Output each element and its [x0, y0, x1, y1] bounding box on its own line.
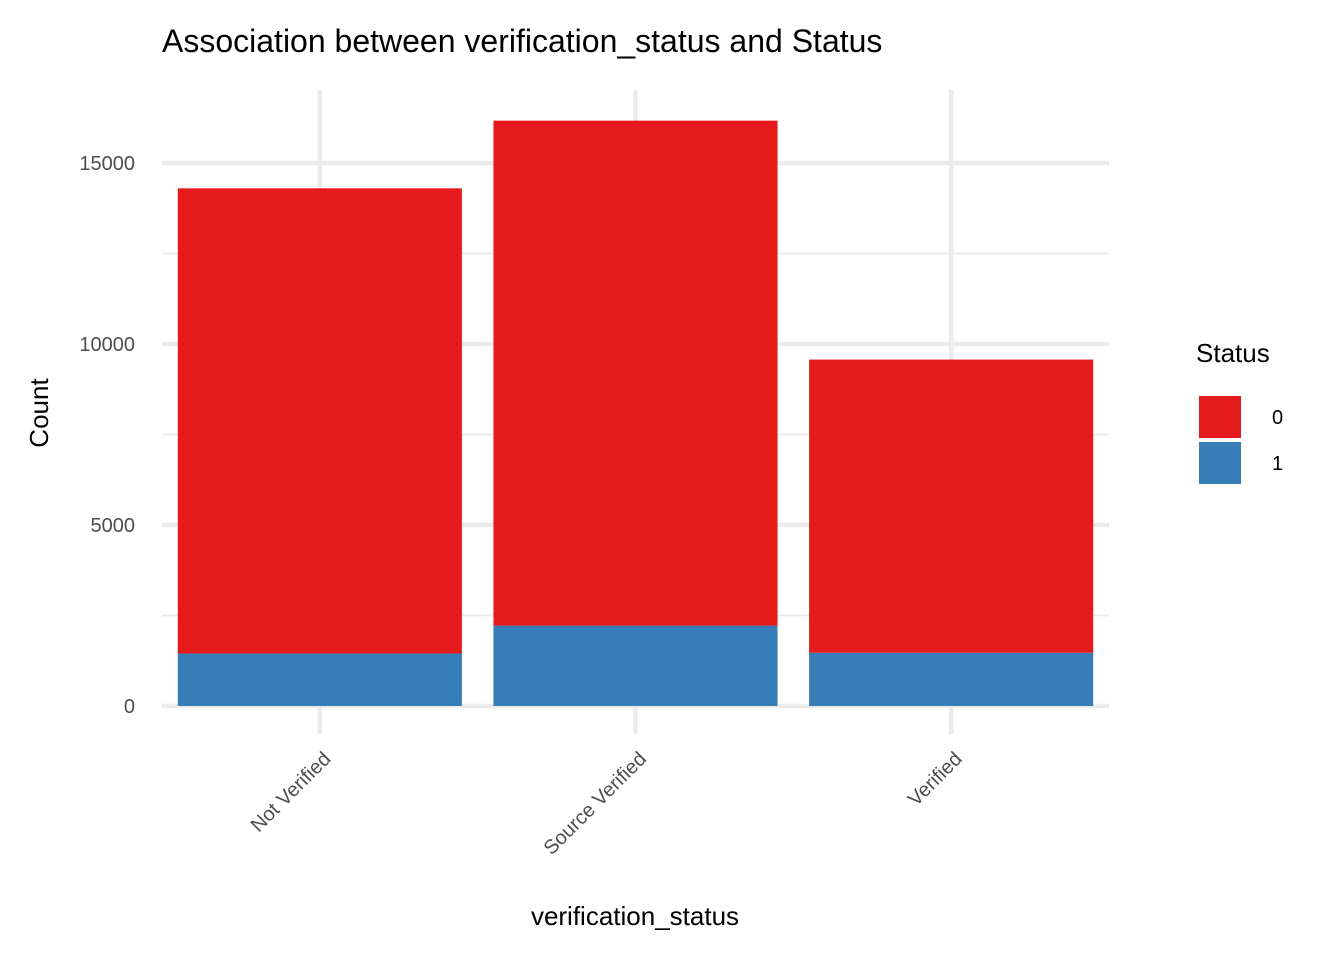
bar-source-verified-status-0 — [493, 120, 778, 626]
legend-title: Status — [1196, 338, 1270, 368]
legend-key-1 — [1199, 442, 1241, 484]
x-tick-label: Verified — [904, 748, 967, 811]
legend-key-0 — [1199, 396, 1241, 438]
x-axis-ticks: Not Verified Source Verified Verified — [247, 748, 967, 859]
bar-not-verified-status-1 — [177, 653, 462, 706]
y-tick-label: 0 — [124, 696, 135, 718]
bar-verified-status-1 — [809, 652, 1094, 706]
y-tick-label: 5000 — [91, 515, 136, 537]
legend: Status 0 1 — [1196, 338, 1283, 484]
bar-source-verified-status-1 — [493, 625, 778, 706]
legend-label: 1 — [1272, 453, 1283, 475]
x-axis-title: verification_status — [531, 901, 739, 931]
x-tick-label: Not Verified — [247, 748, 336, 837]
y-axis-title: Count — [24, 378, 54, 448]
y-tick-label: 15000 — [79, 153, 135, 175]
legend-label: 0 — [1272, 407, 1283, 429]
x-tick-label: Source Verified — [540, 748, 651, 859]
bars — [177, 120, 1094, 706]
y-axis-ticks: 0 5000 10000 15000 — [79, 153, 135, 718]
bar-verified-status-0 — [809, 359, 1094, 653]
y-tick-label: 10000 — [79, 334, 135, 356]
bar-not-verified-status-0 — [177, 188, 462, 654]
chart-title: Association between verification_status … — [162, 23, 882, 59]
